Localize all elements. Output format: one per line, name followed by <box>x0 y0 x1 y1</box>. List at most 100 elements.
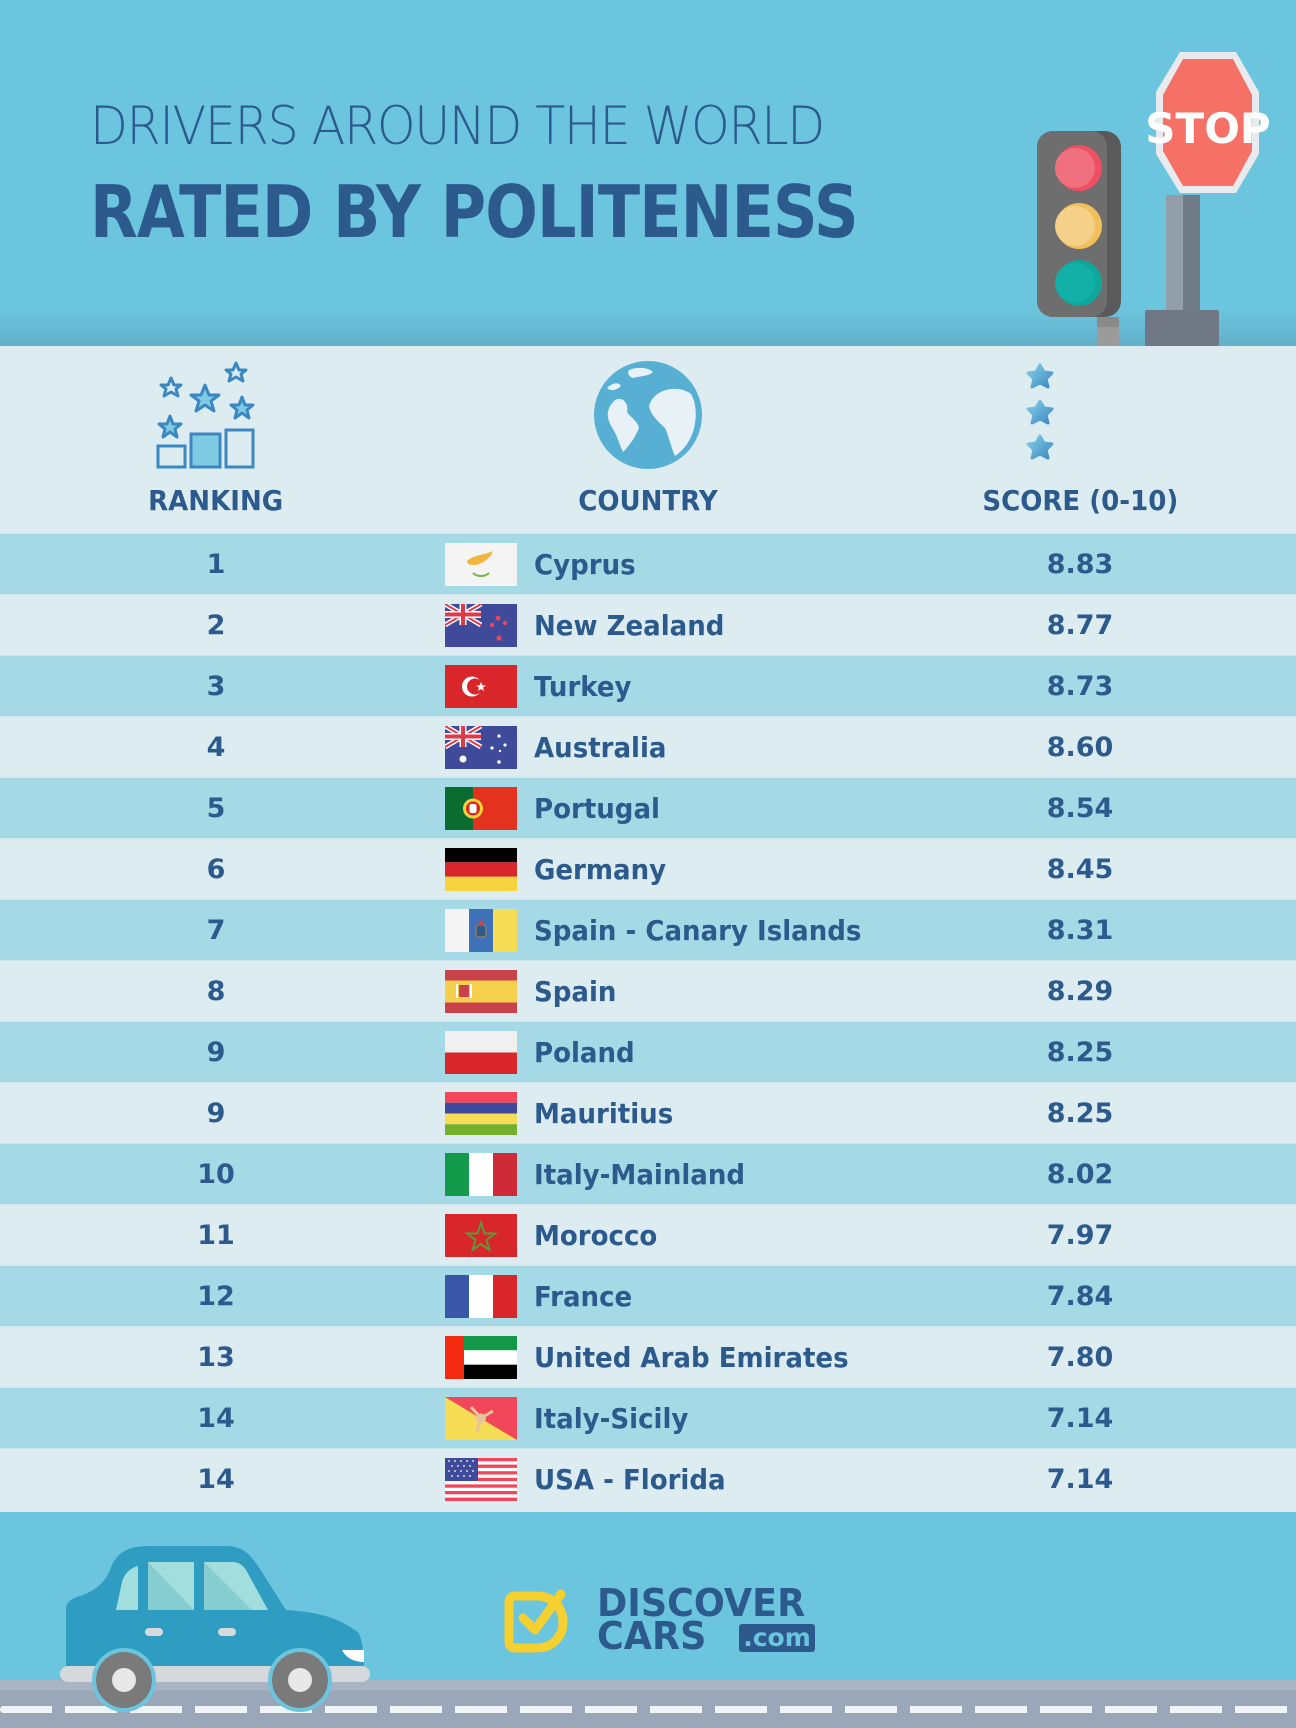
spain-flag-icon <box>445 970 517 1013</box>
country-cell: Italy-Sicily <box>534 1402 689 1435</box>
rank-cell: 8 <box>206 976 226 1007</box>
table-row: 3 Turkey 8.73 <box>0 655 1296 716</box>
ranking-column-header: RANKING <box>116 346 316 533</box>
table-row: 4 Australia 8.60 <box>0 716 1296 777</box>
rank-cell: 14 <box>197 1403 235 1434</box>
road <box>0 1680 1296 1728</box>
title-line-1: DRIVERS AROUND THE WORLD <box>90 96 825 157</box>
rank-cell: 11 <box>197 1220 235 1251</box>
country-cell: United Arab Emirates <box>534 1341 849 1374</box>
score-cell: 8.60 <box>1046 732 1114 763</box>
table-row: 8 Spain 8.29 <box>0 960 1296 1021</box>
rank-cell: 9 <box>206 1098 226 1129</box>
country-cell: Australia <box>534 731 667 764</box>
country-cell: Portugal <box>534 792 660 825</box>
country-cell: Germany <box>534 853 667 886</box>
country-cell: Mauritius <box>534 1097 674 1130</box>
traffic-light-and-stop-sign-icon: STOP <box>1037 52 1271 346</box>
table-row: 10 Italy-Mainland 8.02 <box>0 1143 1296 1204</box>
country-label: COUNTRY <box>578 484 718 517</box>
country-cell: Cyprus <box>534 548 636 581</box>
politeness-ranking-table: 1 Cyprus 8.83 2 New Zealand 8.77 3 Turke… <box>0 533 1296 1509</box>
score-cell: 8.02 <box>1046 1159 1114 1190</box>
france-flag-icon <box>445 1275 517 1318</box>
rank-cell: 6 <box>206 854 226 885</box>
rank-cell: 4 <box>206 732 226 763</box>
country-cell: Spain <box>534 975 617 1008</box>
column-headers: RANKING COUNTRY <box>0 346 1296 533</box>
germany-flag-icon <box>445 848 517 891</box>
globe-icon <box>594 361 702 469</box>
footer-banner: DISCOVER CARS .com <box>0 1512 1296 1728</box>
morocco-flag-icon <box>445 1214 517 1257</box>
score-cell: 7.14 <box>1046 1403 1114 1434</box>
rank-cell: 12 <box>197 1281 235 1312</box>
rank-cell: 13 <box>197 1342 235 1373</box>
rank-cell: 3 <box>206 671 226 702</box>
italy-flag-icon <box>445 1153 517 1196</box>
star-rating-list-icon <box>1026 363 1126 460</box>
logo-text-cars: CARS <box>597 1614 707 1658</box>
logo-text-tld: .com <box>739 1624 815 1652</box>
table-row: 2 New Zealand 8.77 <box>0 594 1296 655</box>
sicily-flag-icon <box>445 1397 517 1440</box>
score-cell: 8.25 <box>1046 1037 1114 1068</box>
score-cell: 7.14 <box>1046 1464 1114 1495</box>
score-cell: 8.31 <box>1046 915 1114 946</box>
country-cell: Spain - Canary Islands <box>534 914 862 947</box>
ranking-label: RANKING <box>148 484 284 517</box>
table-row: 11 Morocco 7.97 <box>0 1204 1296 1265</box>
rank-cell: 2 <box>206 610 226 641</box>
logo-text-discover: DISCOVER <box>597 1581 806 1625</box>
score-column-header: SCORE (0-10) <box>980 346 1180 533</box>
score-cell: 7.84 <box>1046 1281 1114 1312</box>
country-cell: France <box>534 1280 633 1313</box>
score-cell: 8.25 <box>1046 1098 1114 1129</box>
cyprus-flag-icon <box>445 543 517 586</box>
car-icon <box>60 1546 370 1712</box>
country-cell: Poland <box>534 1036 635 1069</box>
table-row: 9 Mauritius 8.25 <box>0 1082 1296 1143</box>
country-cell: Turkey <box>534 670 632 703</box>
title-line-2: RATED BY POLITENESS <box>90 170 859 254</box>
rank-cell: 5 <box>206 793 226 824</box>
country-cell: Italy-Mainland <box>534 1158 746 1191</box>
rank-cell: 9 <box>206 1037 226 1068</box>
country-cell: New Zealand <box>534 609 725 642</box>
table-row: 14 Italy-Sicily 7.14 <box>0 1387 1296 1448</box>
new-zealand-flag-icon <box>445 604 517 647</box>
checkbox-check-icon <box>504 1589 568 1653</box>
score-cell: 7.97 <box>1046 1220 1114 1251</box>
score-cell: 7.80 <box>1046 1342 1114 1373</box>
svg-text:STOP: STOP <box>1145 104 1270 153</box>
australia-flag-icon <box>445 726 517 769</box>
poland-flag-icon <box>445 1031 517 1074</box>
turkey-flag-icon <box>445 665 517 708</box>
score-cell: 8.29 <box>1046 976 1114 1007</box>
table-row: 12 France 7.84 <box>0 1265 1296 1326</box>
table-row: 9 Poland 8.25 <box>0 1021 1296 1082</box>
country-cell: Morocco <box>534 1219 658 1252</box>
rank-cell: 7 <box>206 915 226 946</box>
score-cell: 8.77 <box>1046 610 1114 641</box>
podium-stars-icon <box>156 361 255 469</box>
discovercars-logo[interactable]: DISCOVER CARS .com <box>503 1584 815 1658</box>
country-cell: USA - Florida <box>534 1463 726 1496</box>
mauritius-flag-icon <box>445 1092 517 1135</box>
table-row: 1 Cyprus 8.83 <box>0 533 1296 594</box>
score-cell: 8.54 <box>1046 793 1114 824</box>
table-row: 13 United Arab Emirates 7.80 <box>0 1326 1296 1387</box>
canary-islands-flag-icon <box>445 909 517 952</box>
score-cell: 8.45 <box>1046 854 1114 885</box>
rank-cell: 10 <box>197 1159 235 1190</box>
table-row: 7 Spain - Canary Islands 8.31 <box>0 899 1296 960</box>
score-cell: 8.83 <box>1046 549 1114 580</box>
country-column-header: COUNTRY <box>548 346 748 533</box>
rank-cell: 14 <box>197 1464 235 1495</box>
score-label: SCORE (0-10) <box>982 484 1178 517</box>
usa-flag-icon <box>445 1458 517 1501</box>
table-row: 14 USA - Florida 7.14 <box>0 1448 1296 1509</box>
table-row: 6 Germany 8.45 <box>0 838 1296 899</box>
uae-flag-icon <box>445 1336 517 1379</box>
portugal-flag-icon <box>445 787 517 830</box>
